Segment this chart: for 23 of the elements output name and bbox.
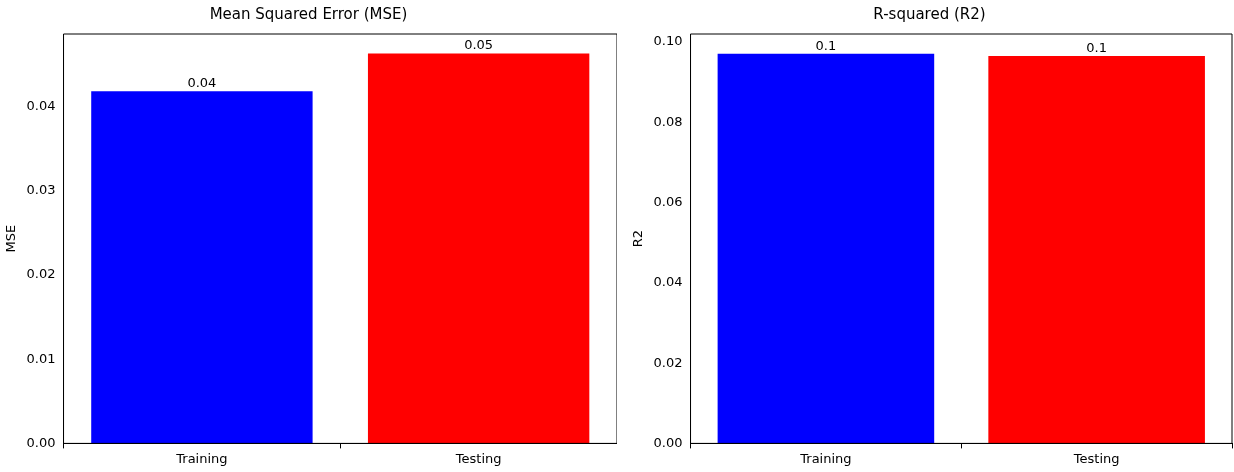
y-tick-label: 0.02 bbox=[26, 266, 56, 282]
y-tick-label: 0.03 bbox=[26, 182, 56, 198]
y-tick-label: 0.00 bbox=[653, 434, 683, 450]
y-tick-label: 0.08 bbox=[653, 113, 683, 129]
y-tick-label: 0.06 bbox=[653, 193, 683, 209]
y-tick-label: 0.01 bbox=[26, 350, 56, 366]
y-tick-label: 0.04 bbox=[26, 97, 56, 113]
data-label: 0.1 bbox=[815, 37, 837, 53]
data-label: 0.1 bbox=[1086, 39, 1107, 55]
y-tick-label: 0.00 bbox=[26, 434, 56, 450]
chart-title: R-squared (R2) bbox=[873, 4, 986, 23]
chart-title: Mean Squared Error (MSE) bbox=[209, 4, 408, 23]
y-tick-label: 0.10 bbox=[653, 33, 683, 49]
x-tick-label: Training bbox=[799, 450, 852, 466]
y-tick-label: 0.04 bbox=[653, 274, 683, 290]
y-axis-title: R2 bbox=[630, 230, 646, 248]
data-label: 0.04 bbox=[187, 75, 217, 91]
data-label: 0.05 bbox=[464, 37, 494, 53]
y-axis-title: MSE bbox=[3, 224, 19, 253]
y-tick-label: 0.02 bbox=[653, 354, 683, 370]
x-tick-label: Testing bbox=[1072, 450, 1120, 466]
x-tick-label: Training bbox=[175, 450, 228, 466]
x-tick-label: Testing bbox=[454, 450, 502, 466]
